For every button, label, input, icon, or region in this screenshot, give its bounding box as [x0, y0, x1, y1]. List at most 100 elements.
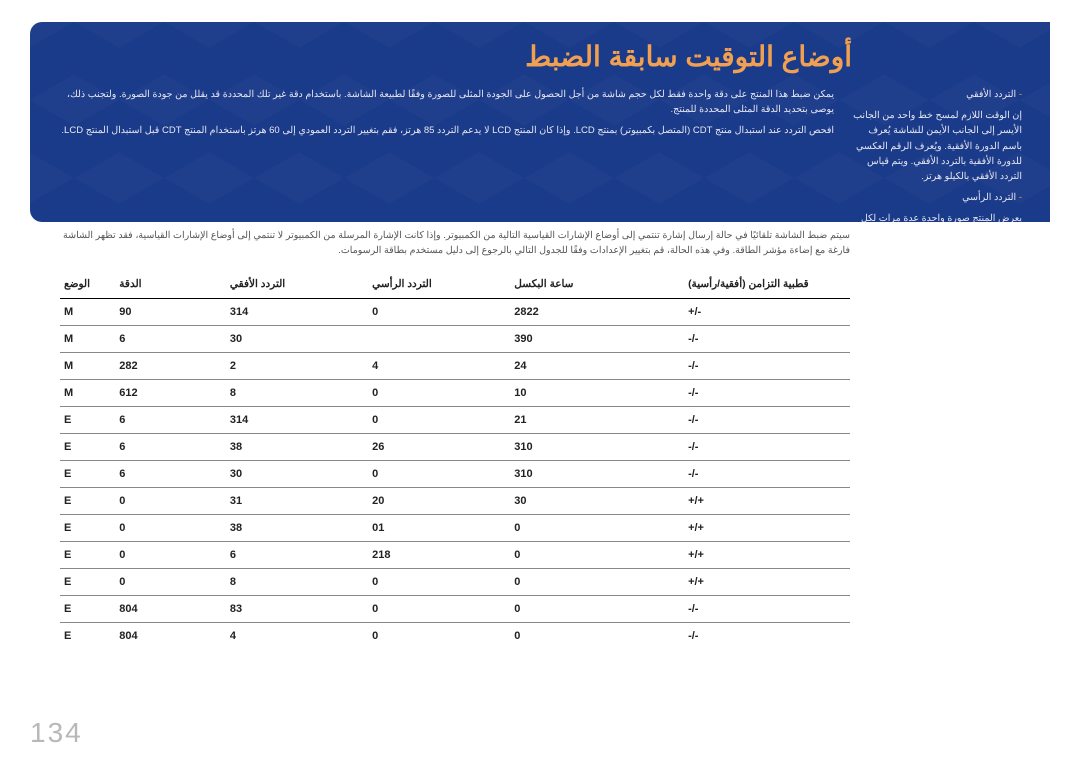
- table-cell: +/+: [684, 542, 850, 569]
- table-cell: M: [60, 353, 115, 380]
- table-cell: 310: [510, 461, 684, 488]
- table-cell: 0: [368, 407, 510, 434]
- table-row: E8048300-/-: [60, 596, 850, 623]
- table-cell: 4: [226, 623, 368, 650]
- table-cell: -/-: [684, 326, 850, 353]
- timing-table-wrap: الوضع الدقة التردد الأفقي التردد الرأسي …: [60, 272, 850, 649]
- table-row: M630 390-/-: [60, 326, 850, 353]
- table-cell: E: [60, 596, 115, 623]
- table-cell: 90: [115, 299, 226, 326]
- table-cell: 0: [368, 299, 510, 326]
- table-cell: 314: [226, 407, 368, 434]
- table-cell: 6: [115, 461, 226, 488]
- table-cell: [368, 326, 510, 353]
- table-cell: 0: [368, 569, 510, 596]
- hfreq-heading: - التردد الأفقي: [852, 87, 1022, 102]
- table-cell: E: [60, 515, 115, 542]
- table-cell: 0: [368, 380, 510, 407]
- table-row: M2822424-/-: [60, 353, 850, 380]
- table-header-row: الوضع الدقة التردد الأفقي التردد الرأسي …: [60, 272, 850, 299]
- table-cell: 310: [510, 434, 684, 461]
- table-cell: 38: [226, 434, 368, 461]
- table-cell: 0: [510, 623, 684, 650]
- table-cell: E: [60, 623, 115, 650]
- table-cell: 4: [368, 353, 510, 380]
- table-cell: 6: [115, 326, 226, 353]
- table-row: M9031402822+/-: [60, 299, 850, 326]
- col-pix: ساعة البكسل: [510, 272, 684, 299]
- table-cell: E: [60, 434, 115, 461]
- table-row: E062180+/+: [60, 542, 850, 569]
- table-cell: E: [60, 407, 115, 434]
- table-row: E0800+/+: [60, 569, 850, 596]
- table-cell: 2822: [510, 299, 684, 326]
- table-cell: 30: [226, 461, 368, 488]
- table-cell: 218: [368, 542, 510, 569]
- table-cell: 804: [115, 623, 226, 650]
- table-cell: -/-: [684, 380, 850, 407]
- side-column: - التردد الأفقي إن الوقت اللازم لمسح خط …: [852, 87, 1022, 222]
- table-cell: E: [60, 461, 115, 488]
- table-cell: M: [60, 299, 115, 326]
- table-cell: 6: [115, 407, 226, 434]
- vfreq-text: يعرض المنتج صورة واحدة عدة مرات لكل ثاني…: [852, 211, 1022, 222]
- table-cell: 8: [226, 569, 368, 596]
- page-number: 134: [30, 717, 83, 749]
- table-cell: +/-: [684, 299, 850, 326]
- table-cell: -/-: [684, 434, 850, 461]
- table-row: M6128010-/-: [60, 380, 850, 407]
- table-cell: M: [60, 380, 115, 407]
- table-cell: 390: [510, 326, 684, 353]
- col-mode: الوضع: [60, 272, 115, 299]
- table-cell: 30: [510, 488, 684, 515]
- table-cell: 0: [115, 488, 226, 515]
- table-cell: 6: [226, 542, 368, 569]
- table-cell: +/+: [684, 569, 850, 596]
- table-cell: 0: [510, 515, 684, 542]
- banner-content: أوضاع التوقيت سابقة الضبط - التردد الأفق…: [30, 22, 1050, 222]
- table-cell: E: [60, 569, 115, 596]
- main-p3: سيتم ضبط الشاشة تلقائيًا في حالة إرسال إ…: [60, 228, 850, 258]
- table-row: E038010+/+: [60, 515, 850, 542]
- table-cell: 0: [115, 569, 226, 596]
- table-cell: 38: [226, 515, 368, 542]
- col-pol: قطبية التزامن (أفقية/رأسية): [684, 272, 850, 299]
- table-cell: 282: [115, 353, 226, 380]
- table-cell: +/+: [684, 488, 850, 515]
- table-cell: 20: [368, 488, 510, 515]
- table-cell: 8: [226, 380, 368, 407]
- main-p2: افحص التردد عند استبدال منتج CDT (المتصل…: [58, 123, 834, 138]
- banner-body: - التردد الأفقي إن الوقت اللازم لمسح خط …: [58, 87, 1022, 222]
- table-cell: 0: [510, 569, 684, 596]
- page: أوضاع التوقيت سابقة الضبط - التردد الأفق…: [0, 0, 1080, 763]
- table-cell: E: [60, 542, 115, 569]
- table-cell: 0: [510, 542, 684, 569]
- table-cell: 612: [115, 380, 226, 407]
- table-cell: 01: [368, 515, 510, 542]
- table-cell: 2: [226, 353, 368, 380]
- hfreq-text: إن الوقت اللازم لمسح خط واحد من الجانب ا…: [852, 108, 1022, 184]
- table-row: E63826310-/-: [60, 434, 850, 461]
- page-title: أوضاع التوقيت سابقة الضبط: [58, 40, 852, 73]
- table-cell: +/+: [684, 515, 850, 542]
- table-cell: -/-: [684, 596, 850, 623]
- timing-table: الوضع الدقة التردد الأفقي التردد الرأسي …: [60, 272, 850, 649]
- table-cell: 6: [115, 434, 226, 461]
- table-row: E6314021-/-: [60, 407, 850, 434]
- table-cell: 0: [115, 542, 226, 569]
- table-cell: 30: [226, 326, 368, 353]
- table-cell: -/-: [684, 461, 850, 488]
- table-cell: 10: [510, 380, 684, 407]
- table-cell: 31: [226, 488, 368, 515]
- main-column: يمكن ضبط هذا المنتج على دقة واحدة فقط لك…: [58, 87, 834, 222]
- table-cell: -/-: [684, 407, 850, 434]
- table-cell: 0: [368, 461, 510, 488]
- vfreq-heading: - التردد الرأسي: [852, 190, 1022, 205]
- table-cell: -/-: [684, 353, 850, 380]
- table-cell: 0: [115, 515, 226, 542]
- table-cell: M: [60, 326, 115, 353]
- table-row: E804400-/-: [60, 623, 850, 650]
- table-cell: 0: [510, 596, 684, 623]
- table-cell: -/-: [684, 623, 850, 650]
- table-cell: 21: [510, 407, 684, 434]
